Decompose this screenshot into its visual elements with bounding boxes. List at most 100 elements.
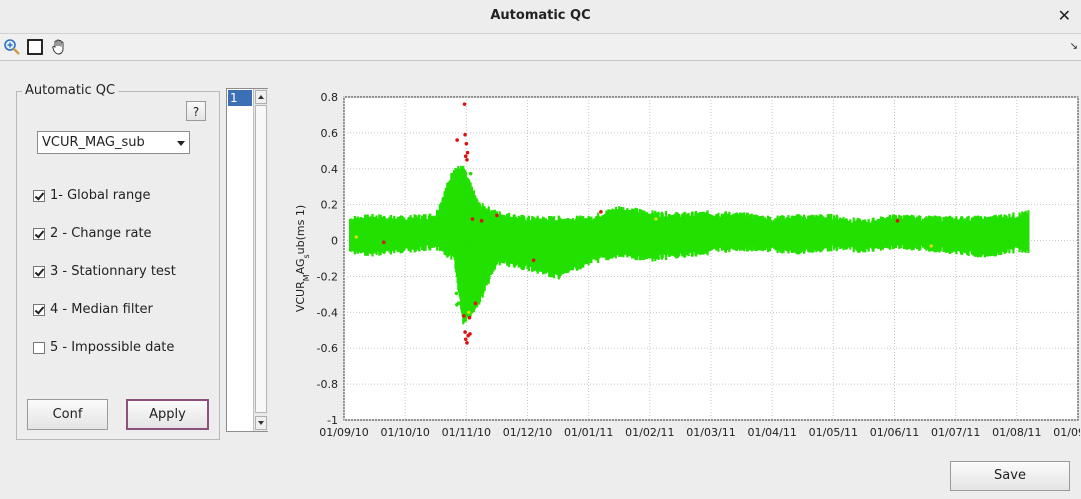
data-point-good: [465, 205, 470, 210]
data-point-good: [465, 201, 470, 205]
zoom-in-icon[interactable]: [3, 38, 21, 56]
data-point-flag-red: [468, 332, 472, 336]
data-point-good: [457, 301, 461, 306]
data-point-good: [454, 291, 459, 296]
data-point-flag-yellow: [354, 235, 358, 239]
data-point-flag-red: [470, 217, 475, 221]
data-point-good: [471, 306, 476, 311]
data-point-flag-red: [479, 219, 484, 223]
test-label: 4 - Median filter: [50, 302, 153, 317]
data-point-good: [452, 201, 457, 206]
data-point-good: [463, 184, 468, 188]
data-point-good: [472, 245, 476, 250]
data-point-good: [463, 307, 467, 312]
data-point-flag-yellow: [654, 217, 658, 221]
series-listbox[interactable]: 1: [226, 88, 268, 432]
data-point-good: [463, 235, 468, 239]
y-axis-label-part: M: [302, 274, 311, 281]
y-tick-label: -0.8: [317, 378, 338, 391]
test-checkbox[interactable]: [33, 190, 45, 202]
data-point-good: [464, 212, 468, 217]
window-title: Automatic QC: [490, 8, 591, 23]
data-point-good: [458, 169, 462, 173]
test-checkbox[interactable]: [33, 304, 45, 316]
y-tick-label: 0.6: [321, 127, 339, 140]
data-point-flag-red: [462, 314, 466, 318]
data-point-good: [454, 248, 459, 252]
data-point-good: [464, 178, 469, 182]
y-tick-label: -0.6: [317, 342, 338, 355]
y-axis-label-part: AG: [294, 258, 307, 274]
y-tick-label: 0: [331, 235, 338, 248]
test-label: 3 - Stationnary test: [50, 264, 176, 279]
data-point-good: [468, 171, 473, 176]
data-point-flag-red: [465, 158, 469, 162]
data-point-good: [457, 249, 462, 254]
data-point-good: [463, 299, 467, 303]
data-point-good: [453, 185, 458, 189]
data-point-good: [452, 198, 457, 202]
data-point-flag-red: [473, 301, 478, 306]
scroll-up-icon[interactable]: [255, 90, 267, 104]
x-tick-label: 01/01/11: [564, 426, 613, 439]
x-tick-label: 01/03/11: [686, 426, 735, 439]
test-checkbox[interactable]: [33, 266, 45, 278]
toolbar-dock-icon[interactable]: ↘: [1069, 41, 1078, 52]
data-point-flag-red: [463, 337, 468, 342]
x-tick-label: 01/06/11: [870, 426, 919, 439]
y-tick-label: -0.2: [317, 270, 338, 283]
data-point-good: [466, 225, 470, 230]
save-button[interactable]: Save: [950, 461, 1070, 491]
data-point-flag-yellow: [467, 310, 471, 314]
test-checkbox[interactable]: [33, 342, 45, 354]
select-rect-icon[interactable]: [26, 38, 44, 56]
data-point-good: [455, 210, 460, 215]
y-axis-label-part: s: [302, 254, 311, 258]
data-point-good: [468, 219, 472, 224]
variable-select-value: VCUR_MAG_sub: [42, 135, 145, 150]
y-tick-label: -1: [327, 414, 338, 427]
help-button[interactable]: ?: [186, 101, 206, 121]
data-point-good: [456, 202, 461, 206]
pan-hand-icon[interactable]: [50, 38, 68, 56]
x-tick-label: 01/04/11: [747, 426, 796, 439]
data-point-flag-red: [599, 210, 603, 214]
data-point-flag-red: [463, 330, 467, 334]
test-checkbox[interactable]: [33, 228, 45, 240]
x-tick-label: 01/07/11: [931, 426, 980, 439]
y-tick-label: 0.8: [321, 91, 339, 104]
apply-button[interactable]: Apply: [126, 399, 209, 430]
title-bar: Automatic QC ✕: [0, 0, 1081, 34]
conf-button[interactable]: Conf: [27, 399, 108, 430]
data-point-good: [468, 247, 473, 251]
list-item[interactable]: 1: [228, 90, 252, 106]
data-point-flag-red: [531, 258, 536, 263]
data-point-flag-red: [381, 240, 386, 245]
data-point-flag-red: [463, 132, 467, 137]
data-point-good: [467, 198, 472, 203]
data-point-flag-red: [463, 154, 468, 159]
data-point-good: [469, 265, 474, 270]
data-point-flag-red: [495, 213, 499, 218]
y-tick-label: 0.2: [321, 199, 339, 212]
data-point-flag-red: [895, 219, 900, 223]
y-axis-label-part: ub(ms 1): [294, 205, 307, 254]
y-axis-label-part: VCUR: [294, 281, 307, 312]
x-tick-label: 01/08/11: [992, 426, 1041, 439]
close-icon[interactable]: ✕: [1057, 6, 1071, 25]
data-point-flag-red: [464, 141, 469, 146]
test-label: 1- Global range: [50, 188, 151, 203]
data-point-good: [456, 199, 460, 203]
scroll-down-icon[interactable]: [255, 416, 267, 430]
variable-select[interactable]: VCUR_MAG_sub: [37, 131, 190, 154]
data-point-good: [461, 197, 465, 202]
listbox-scrollbar[interactable]: [253, 89, 268, 431]
scroll-thumb[interactable]: [255, 105, 267, 413]
x-tick-label: 01/05/11: [809, 426, 858, 439]
data-point-good: [460, 231, 464, 236]
x-tick-label: 01/09/11: [1053, 426, 1080, 439]
test-label: 5 - Impossible date: [50, 340, 175, 355]
y-tick-label: -0.4: [317, 306, 338, 319]
qc-scatter-chart[interactable]: 0.8 0.6 0.4 0.2 0 -0.2 -0.4 -0.6 -0.8 -101/09/10 0…: [280, 82, 1080, 442]
data-point-flag-red: [465, 150, 470, 155]
